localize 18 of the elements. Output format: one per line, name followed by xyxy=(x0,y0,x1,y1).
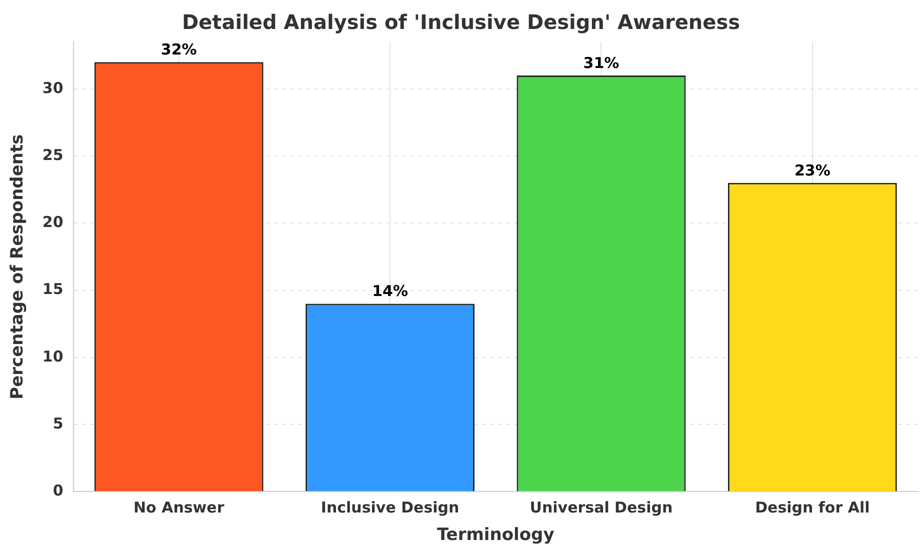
y-tick-label: 5 xyxy=(52,414,64,432)
data-label: 32% xyxy=(160,40,197,59)
y-tick-label: 10 xyxy=(42,347,64,366)
data-label: 31% xyxy=(583,54,620,72)
chart-title: Detailed Analysis of 'Inclusive Design' Awareness xyxy=(182,10,740,34)
data-label: 23% xyxy=(794,161,830,180)
y-tick-label: 20 xyxy=(42,213,64,232)
x-tick-label: No Answer xyxy=(134,498,225,516)
x-tick-label: Universal Design xyxy=(530,498,673,516)
y-tick-label: 15 xyxy=(42,280,64,298)
x-tick-label: Design for All xyxy=(755,498,870,516)
x-axis-title: Terminology xyxy=(436,525,554,546)
y-tick-label: 0 xyxy=(52,481,64,500)
y-axis-title: Percentage of Respondents xyxy=(8,134,28,400)
y-tick-label: 25 xyxy=(42,146,64,164)
y-tick-label: 30 xyxy=(42,78,64,97)
x-tick-label: Inclusive Design xyxy=(320,498,460,516)
data-label: 14% xyxy=(372,282,408,300)
